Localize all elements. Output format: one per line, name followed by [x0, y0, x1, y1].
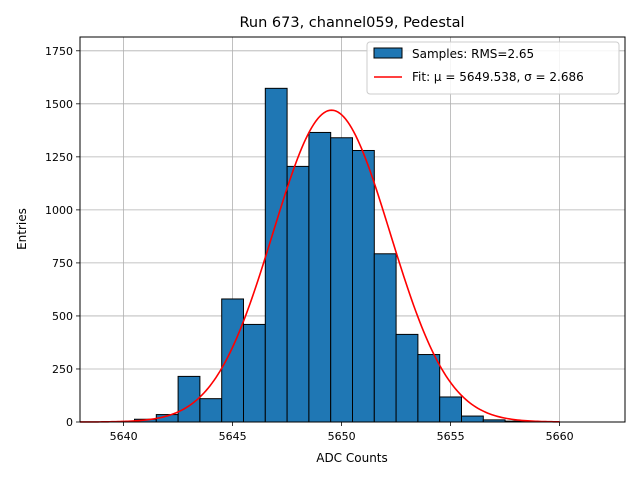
histogram-bar [221, 298, 244, 423]
legend: Samples: RMS=2.65 Fit: μ = 5649.538, σ =… [366, 41, 620, 95]
histogram-bar [308, 131, 332, 423]
x-tick-label: 5640 [110, 430, 138, 443]
y-tick-label: 1250 [45, 151, 73, 164]
histogram-bar [461, 415, 484, 423]
y-tick-label: 0 [66, 416, 73, 429]
histogram-bar [395, 333, 419, 423]
legend-box [366, 41, 620, 95]
histogram-bar [352, 149, 375, 423]
x-axis-ticks: 5640 5645 5650 5655 5660 [110, 422, 574, 443]
y-axis-label: Entries [15, 208, 29, 250]
legend-histogram-label: Samples: RMS=2.65 [412, 47, 534, 61]
chart-title: Run 673, channel059, Pedestal [239, 15, 464, 31]
y-axis-ticks: 0 250 500 750 1000 1250 1500 1750 [45, 45, 80, 429]
legend-histogram-swatch [373, 47, 403, 59]
histogram-bar [439, 396, 463, 423]
histogram-bar [264, 87, 288, 423]
legend-fit-label: Fit: μ = 5649.538, σ = 2.686 [412, 70, 584, 84]
x-tick-label: 5655 [437, 430, 465, 443]
y-tick-label: 1000 [45, 204, 73, 217]
x-tick-label: 5660 [546, 430, 574, 443]
histogram-bars [134, 87, 528, 423]
histogram-bar [199, 398, 223, 423]
y-tick-label: 500 [52, 310, 73, 323]
histogram-bar [330, 137, 354, 423]
histogram-bar [417, 354, 441, 423]
x-axis-label: ADC Counts [316, 451, 388, 465]
histogram-bar [286, 165, 310, 423]
histogram-bar [243, 323, 266, 423]
y-tick-label: 250 [52, 363, 73, 376]
fit-curve [79, 109, 560, 423]
y-tick-label: 750 [52, 257, 73, 270]
y-tick-label: 1500 [45, 98, 73, 111]
histogram-bar [373, 253, 397, 423]
y-tick-label: 1750 [45, 45, 73, 58]
x-tick-label: 5645 [219, 430, 247, 443]
plot-frame [79, 36, 626, 423]
x-tick-label: 5650 [328, 430, 356, 443]
